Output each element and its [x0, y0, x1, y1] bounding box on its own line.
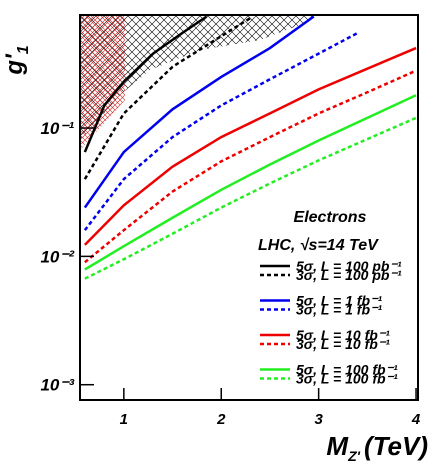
- x-tick-label: 2: [216, 411, 226, 428]
- series-line: [83, 46, 417, 246]
- series-line: [84, 69, 417, 264]
- y-tick-label: 10⁻¹: [40, 119, 74, 138]
- legend-label: 5σ, L = 10 fb⁻¹: [296, 327, 390, 343]
- y-tick-label: 10⁻³: [40, 376, 75, 395]
- legend-subtitle: LHC, √s=14 TeV: [258, 237, 379, 254]
- y-tick-label: 10⁻²: [40, 247, 75, 266]
- y-axis-label: g'1: [1, 45, 32, 75]
- series-line: [83, 15, 208, 153]
- legend-label: 5σ, L = 1 fb⁻¹: [296, 293, 382, 309]
- series-line: [83, 15, 315, 209]
- x-tick-label: 1: [120, 411, 128, 428]
- series-line: [83, 16, 252, 180]
- frame: [79, 14, 419, 401]
- x-axis-label: MZ' (TeV): [326, 431, 428, 464]
- legend-label: 3σ, L = 1 fb⁻¹: [296, 302, 382, 318]
- x-tick-label: 3: [314, 411, 323, 428]
- legend-label: 3σ, L = 100 fb⁻¹: [296, 371, 398, 387]
- legend-label: 5σ, L = 100 fb⁻¹: [296, 362, 398, 378]
- series-line: [84, 94, 417, 271]
- legend-label: 5σ, L = 100 pb⁻¹: [296, 258, 402, 274]
- legend-title: Electrons: [294, 209, 367, 226]
- legend-label: 3σ, L = 100 pb⁻¹: [296, 267, 402, 283]
- excluded-region: [80, 15, 315, 140]
- x-tick-label: 4: [411, 411, 421, 428]
- series-line: [84, 116, 417, 280]
- plot-area: [83, 15, 417, 280]
- legend-label: 3σ, L = 10 fb⁻¹: [296, 336, 390, 352]
- series-line: [83, 31, 359, 231]
- excluded-region-red: [80, 15, 125, 150]
